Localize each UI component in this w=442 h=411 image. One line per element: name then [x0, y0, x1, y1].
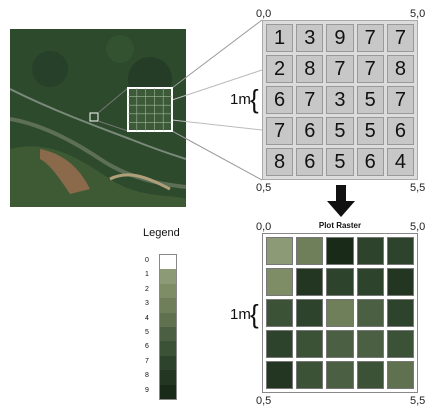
- down-arrow-icon: [327, 185, 355, 217]
- legend-swatch: [160, 269, 176, 284]
- raster-cell: [326, 268, 354, 296]
- grid-cell: 6: [356, 148, 384, 176]
- legend-label: 1: [145, 271, 149, 279]
- grid-cell: 6: [386, 117, 414, 145]
- grid-cell: 7: [326, 55, 354, 83]
- grid-cell: 7: [266, 117, 294, 145]
- grid-cell: 4: [386, 148, 414, 176]
- plot-corner-tr: 5,0: [410, 221, 426, 233]
- plot-corner-br: 5,5: [410, 395, 426, 407]
- plot-cell-size-label: 1m: [230, 306, 251, 323]
- grid-cell: 5: [356, 117, 384, 145]
- legend-label: 6: [145, 343, 149, 351]
- raster-cell: [386, 268, 414, 296]
- raster-cell: [296, 361, 324, 389]
- top-grid-corner-br: 5,5: [410, 182, 426, 194]
- legend-color-bar: [159, 254, 177, 400]
- top-grid-brace-icon: {: [250, 84, 259, 114]
- legend-swatch: [160, 255, 176, 270]
- raster-cell: [386, 237, 414, 265]
- legend-label: 0: [145, 257, 149, 264]
- plot-corner-tl: 0,0: [256, 221, 272, 233]
- grid-cell: 1: [266, 24, 294, 52]
- raster-cell: [356, 237, 384, 265]
- raster-cell: [266, 268, 294, 296]
- raster-cell: [296, 237, 324, 265]
- legend-swatch: [160, 341, 176, 356]
- grid-cell: 6: [266, 86, 294, 114]
- grid-cell: 8: [266, 148, 294, 176]
- grid-cell: 6: [296, 117, 324, 145]
- grid-cell: 7: [356, 24, 384, 52]
- legend-label: 9: [145, 386, 149, 394]
- raster-cell: [356, 361, 384, 389]
- legend-swatch: [160, 384, 176, 400]
- legend-label: 5: [145, 329, 149, 337]
- top-grid-corner-bl: 0,5: [256, 182, 272, 194]
- top-grid-corner-tr: 5,0: [410, 8, 426, 20]
- raster-cell: [296, 330, 324, 358]
- raster-cell: [326, 237, 354, 265]
- raster-cell: [266, 299, 294, 327]
- legend-label: 4: [145, 314, 149, 322]
- grid-cell: 6: [296, 148, 324, 176]
- raster-cell: [386, 299, 414, 327]
- legend-label: 2: [145, 285, 149, 293]
- grid-cell: 7: [386, 24, 414, 52]
- raster-cell: [326, 299, 354, 327]
- plot-raster-title: Plot Raster: [318, 221, 362, 230]
- grid-cell: 7: [356, 55, 384, 83]
- grid-cell: 3: [326, 86, 354, 114]
- top-grid-corner-tl: 0,0: [256, 8, 272, 20]
- grid-cell: 2: [266, 55, 294, 83]
- grid-cell: 5: [326, 117, 354, 145]
- raster-cell: [296, 299, 324, 327]
- raster-cell: [326, 330, 354, 358]
- raster-cell: [356, 268, 384, 296]
- grid-cell: 7: [296, 86, 324, 114]
- grid-cell: 5: [326, 148, 354, 176]
- plot-raster-grid: [262, 233, 418, 393]
- legend-swatch: [160, 312, 176, 328]
- grid-cell: 7: [386, 86, 414, 114]
- raster-cell: [386, 330, 414, 358]
- top-grid-cell-size-label: 1m: [230, 91, 251, 108]
- legend-swatch: [160, 298, 176, 313]
- raster-cell: [296, 268, 324, 296]
- satellite-image: [10, 29, 186, 207]
- legend-swatch: [160, 283, 176, 299]
- grid-cell: 9: [326, 24, 354, 52]
- legend-title: Legend: [143, 227, 180, 239]
- plot-corner-bl: 0,5: [256, 395, 272, 407]
- plot-brace-icon: {: [250, 299, 259, 329]
- zoom-box: [89, 112, 99, 122]
- legend-labels: 0 1 2 3 4 5 6 7 8 9: [145, 254, 155, 398]
- raster-cell: [326, 361, 354, 389]
- legend-label: 8: [145, 372, 149, 380]
- legend-label: 7: [145, 357, 149, 365]
- raster-cell: [356, 299, 384, 327]
- legend-swatch: [160, 370, 176, 385]
- grid-cell: 8: [296, 55, 324, 83]
- raster-cell: [266, 237, 294, 265]
- raster-cell: [266, 361, 294, 389]
- legend-swatch: [160, 327, 176, 342]
- legend-swatch: [160, 355, 176, 371]
- grid-cell: 8: [386, 55, 414, 83]
- legend-label: 3: [145, 300, 149, 308]
- raster-cell: [266, 330, 294, 358]
- raster-cell: [386, 361, 414, 389]
- grid-cell: 5: [356, 86, 384, 114]
- raster-cell: [356, 330, 384, 358]
- grid-cell: 3: [296, 24, 324, 52]
